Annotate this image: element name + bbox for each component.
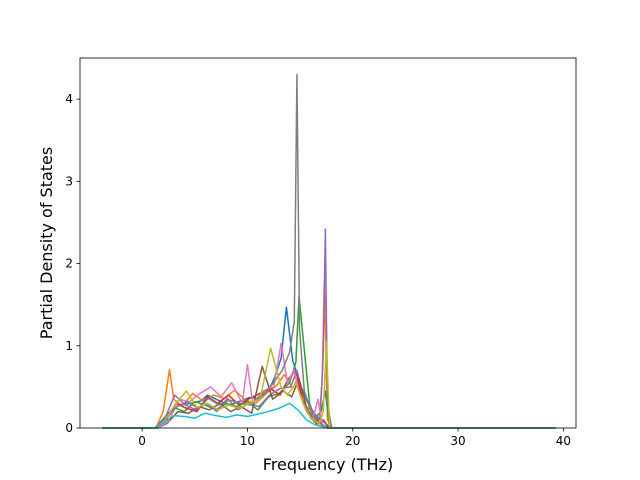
x-axis-label: Frequency (THz)	[263, 455, 393, 474]
x-tick-label: 40	[556, 434, 571, 448]
series-line-6	[102, 365, 556, 429]
y-tick-label: 1	[65, 339, 73, 353]
series-line-10	[102, 402, 556, 429]
x-tick-label: 10	[240, 434, 255, 448]
series-layer	[102, 73, 556, 429]
y-tick-label: 2	[65, 257, 73, 271]
x-tick-label: 0	[138, 434, 146, 448]
x-tick-label: 30	[450, 434, 465, 448]
y-axis-label: Partial Density of States	[37, 147, 56, 339]
x-tick-label: 20	[345, 434, 360, 448]
y-axis: 0 1 2 3 4	[65, 92, 80, 435]
x-axis: 0 10 20 30 40	[138, 428, 571, 448]
series-line-8	[102, 73, 556, 429]
series-line-3	[102, 295, 556, 429]
y-tick-label: 0	[65, 421, 73, 435]
plot-frame	[79, 57, 577, 429]
y-tick-label: 4	[65, 92, 73, 106]
y-tick-label: 3	[65, 174, 73, 188]
series-line-9	[102, 340, 556, 429]
